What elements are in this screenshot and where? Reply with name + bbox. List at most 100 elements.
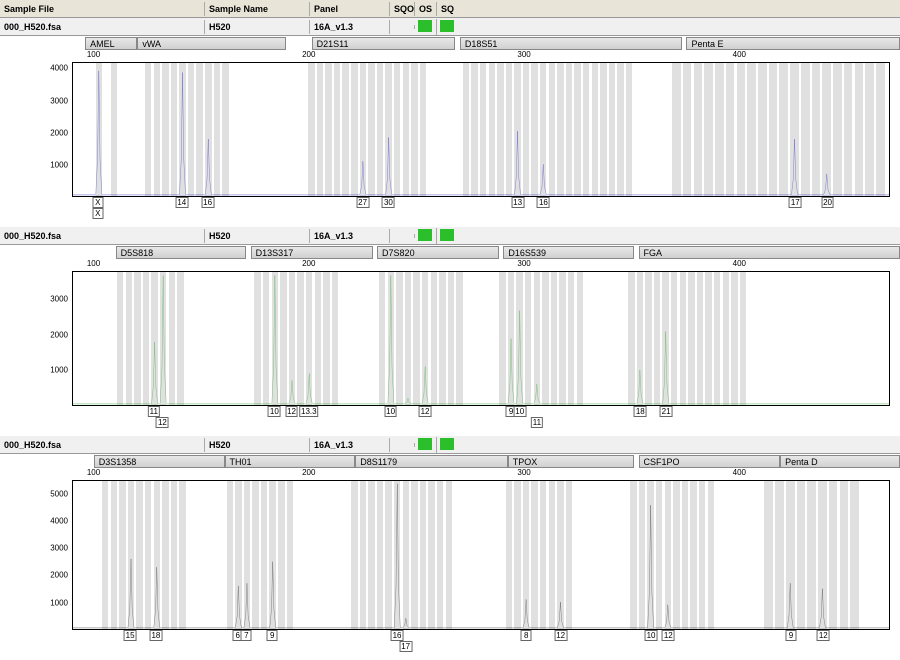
panel-name: 16A_v1.3 [310,438,390,452]
y-tick-label: 3000 [50,295,68,304]
allele-call[interactable]: X [92,208,103,219]
allele-call[interactable]: 12 [817,630,830,641]
sqo-cell [390,443,415,447]
allele-call[interactable]: 27 [356,197,369,208]
x-tick-label: 400 [733,50,746,59]
x-tick-label: 200 [302,50,315,59]
status-indicator-icon [418,229,432,241]
allele-call[interactable]: 15 [124,630,137,641]
locus-label[interactable]: vWA [137,37,285,50]
allele-call[interactable]: 8 [521,630,532,641]
allele-call[interactable]: 18 [634,406,647,417]
hdr-sq: SQ [437,2,459,16]
allele-call[interactable]: 16 [537,197,550,208]
status-indicator-icon [418,20,432,32]
sample-info-row: 000_H520.fsaH52016A_v1.3 [0,18,900,36]
y-axis: 10002000300040005000 [40,480,70,630]
locus-label[interactable]: D7S820 [377,246,499,259]
trace-line [73,63,889,196]
sample-name: H520 [205,20,310,34]
y-tick-label: 2000 [50,128,68,137]
x-tick-label: 200 [302,259,315,268]
x-axis-ticks: 100200300400 [72,52,890,62]
plot-canvas[interactable] [72,271,890,406]
allele-call[interactable]: 30 [382,197,395,208]
allele-call[interactable]: 16 [201,197,214,208]
y-tick-label: 2000 [50,330,68,339]
allele-call[interactable]: 21 [660,406,673,417]
status-indicator-icon [440,438,454,450]
electropherogram-panel: 000_H520.fsaH52016A_v1.3D5S818D13S317D7S… [0,227,900,430]
allele-call[interactable]: 13.3 [299,406,319,417]
sample-name: H520 [205,438,310,452]
allele-call[interactable]: 12 [554,630,567,641]
panel-name: 16A_v1.3 [310,20,390,34]
allele-call[interactable]: 10 [645,630,658,641]
locus-label[interactable]: AMEL [85,37,137,50]
allele-call[interactable]: 10 [384,406,397,417]
y-tick-label: 1000 [50,366,68,375]
allele-call[interactable]: 20 [821,197,834,208]
electropherogram-panel: 000_H520.fsaH52016A_v1.3AMELvWA D21S11 D18… [0,18,900,221]
locus-label[interactable]: Penta D [780,455,900,468]
plot-canvas[interactable] [72,62,890,197]
allele-call[interactable]: 13 [511,197,524,208]
allele-call[interactable]: 12 [156,417,169,428]
plot-canvas[interactable] [72,480,890,630]
y-tick-label: 1000 [50,160,68,169]
allele-call[interactable]: 12 [662,630,675,641]
allele-call[interactable]: X [92,197,103,208]
allele-call[interactable]: 18 [149,630,162,641]
plot-area: 1000200030004000 [0,62,900,197]
allele-call[interactable]: 10 [513,406,526,417]
hdr-sqo: SQO [390,2,415,16]
allele-call[interactable]: 14 [175,197,188,208]
allele-call[interactable]: 11 [148,406,160,417]
panel-name: 16A_v1.3 [310,229,390,243]
locus-label[interactable]: CSF1PO [639,455,781,468]
locus-label[interactable]: D18S51 [460,37,682,50]
locus-label[interactable]: D13S317 [251,246,373,259]
locus-label[interactable]: D21S11 [312,37,456,50]
allele-call[interactable]: 9 [267,630,278,641]
locus-label[interactable]: Penta E [686,37,900,50]
x-tick-label: 400 [733,468,746,477]
locus-label[interactable]: D5S818 [116,246,247,259]
allele-call[interactable]: 17 [789,197,802,208]
locus-label[interactable]: FGA [639,246,900,259]
sqo-cell [390,25,415,29]
locus-label[interactable]: TH01 [225,455,356,468]
os-status [415,437,437,453]
allele-call[interactable]: 16 [391,630,404,641]
allele-call[interactable]: 9 [785,630,796,641]
y-axis: 1000200030004000 [40,62,70,197]
locus-label[interactable]: D8S1179 [355,455,508,468]
y-axis: 1000 2000 3000 [40,271,70,406]
locus-label[interactable]: TPOX [508,455,634,468]
allele-call[interactable]: 12 [285,406,298,417]
y-tick-label: 2000 [50,571,68,580]
x-axis-ticks: 100200300400 [72,261,890,271]
plot-area: 1000 2000 3000 [0,271,900,406]
allele-call[interactable]: 10 [268,406,281,417]
x-tick-label: 100 [87,259,100,268]
x-tick-label: 400 [733,259,746,268]
allele-call[interactable]: 17 [399,641,412,652]
sample-name: H520 [205,229,310,243]
sample-file: 000_H520.fsa [0,438,205,452]
allele-call[interactable]: 12 [419,406,432,417]
status-indicator-icon [440,20,454,32]
x-tick-label: 100 [87,468,100,477]
y-tick-label: 3000 [50,96,68,105]
allele-labels-row: 151867916178121012912 [72,630,890,654]
hdr-panel: Panel [310,2,390,16]
allele-call[interactable]: 11 [531,417,543,428]
hdr-sample-name: Sample Name [205,2,310,16]
locus-label[interactable]: D16S539 [503,246,634,259]
locus-label[interactable]: D3S1358 [94,455,225,468]
sq-status [437,19,459,35]
allele-call[interactable]: 7 [241,630,252,641]
y-tick-label: 5000 [50,489,68,498]
trace-line [73,272,889,405]
status-indicator-icon [440,229,454,241]
